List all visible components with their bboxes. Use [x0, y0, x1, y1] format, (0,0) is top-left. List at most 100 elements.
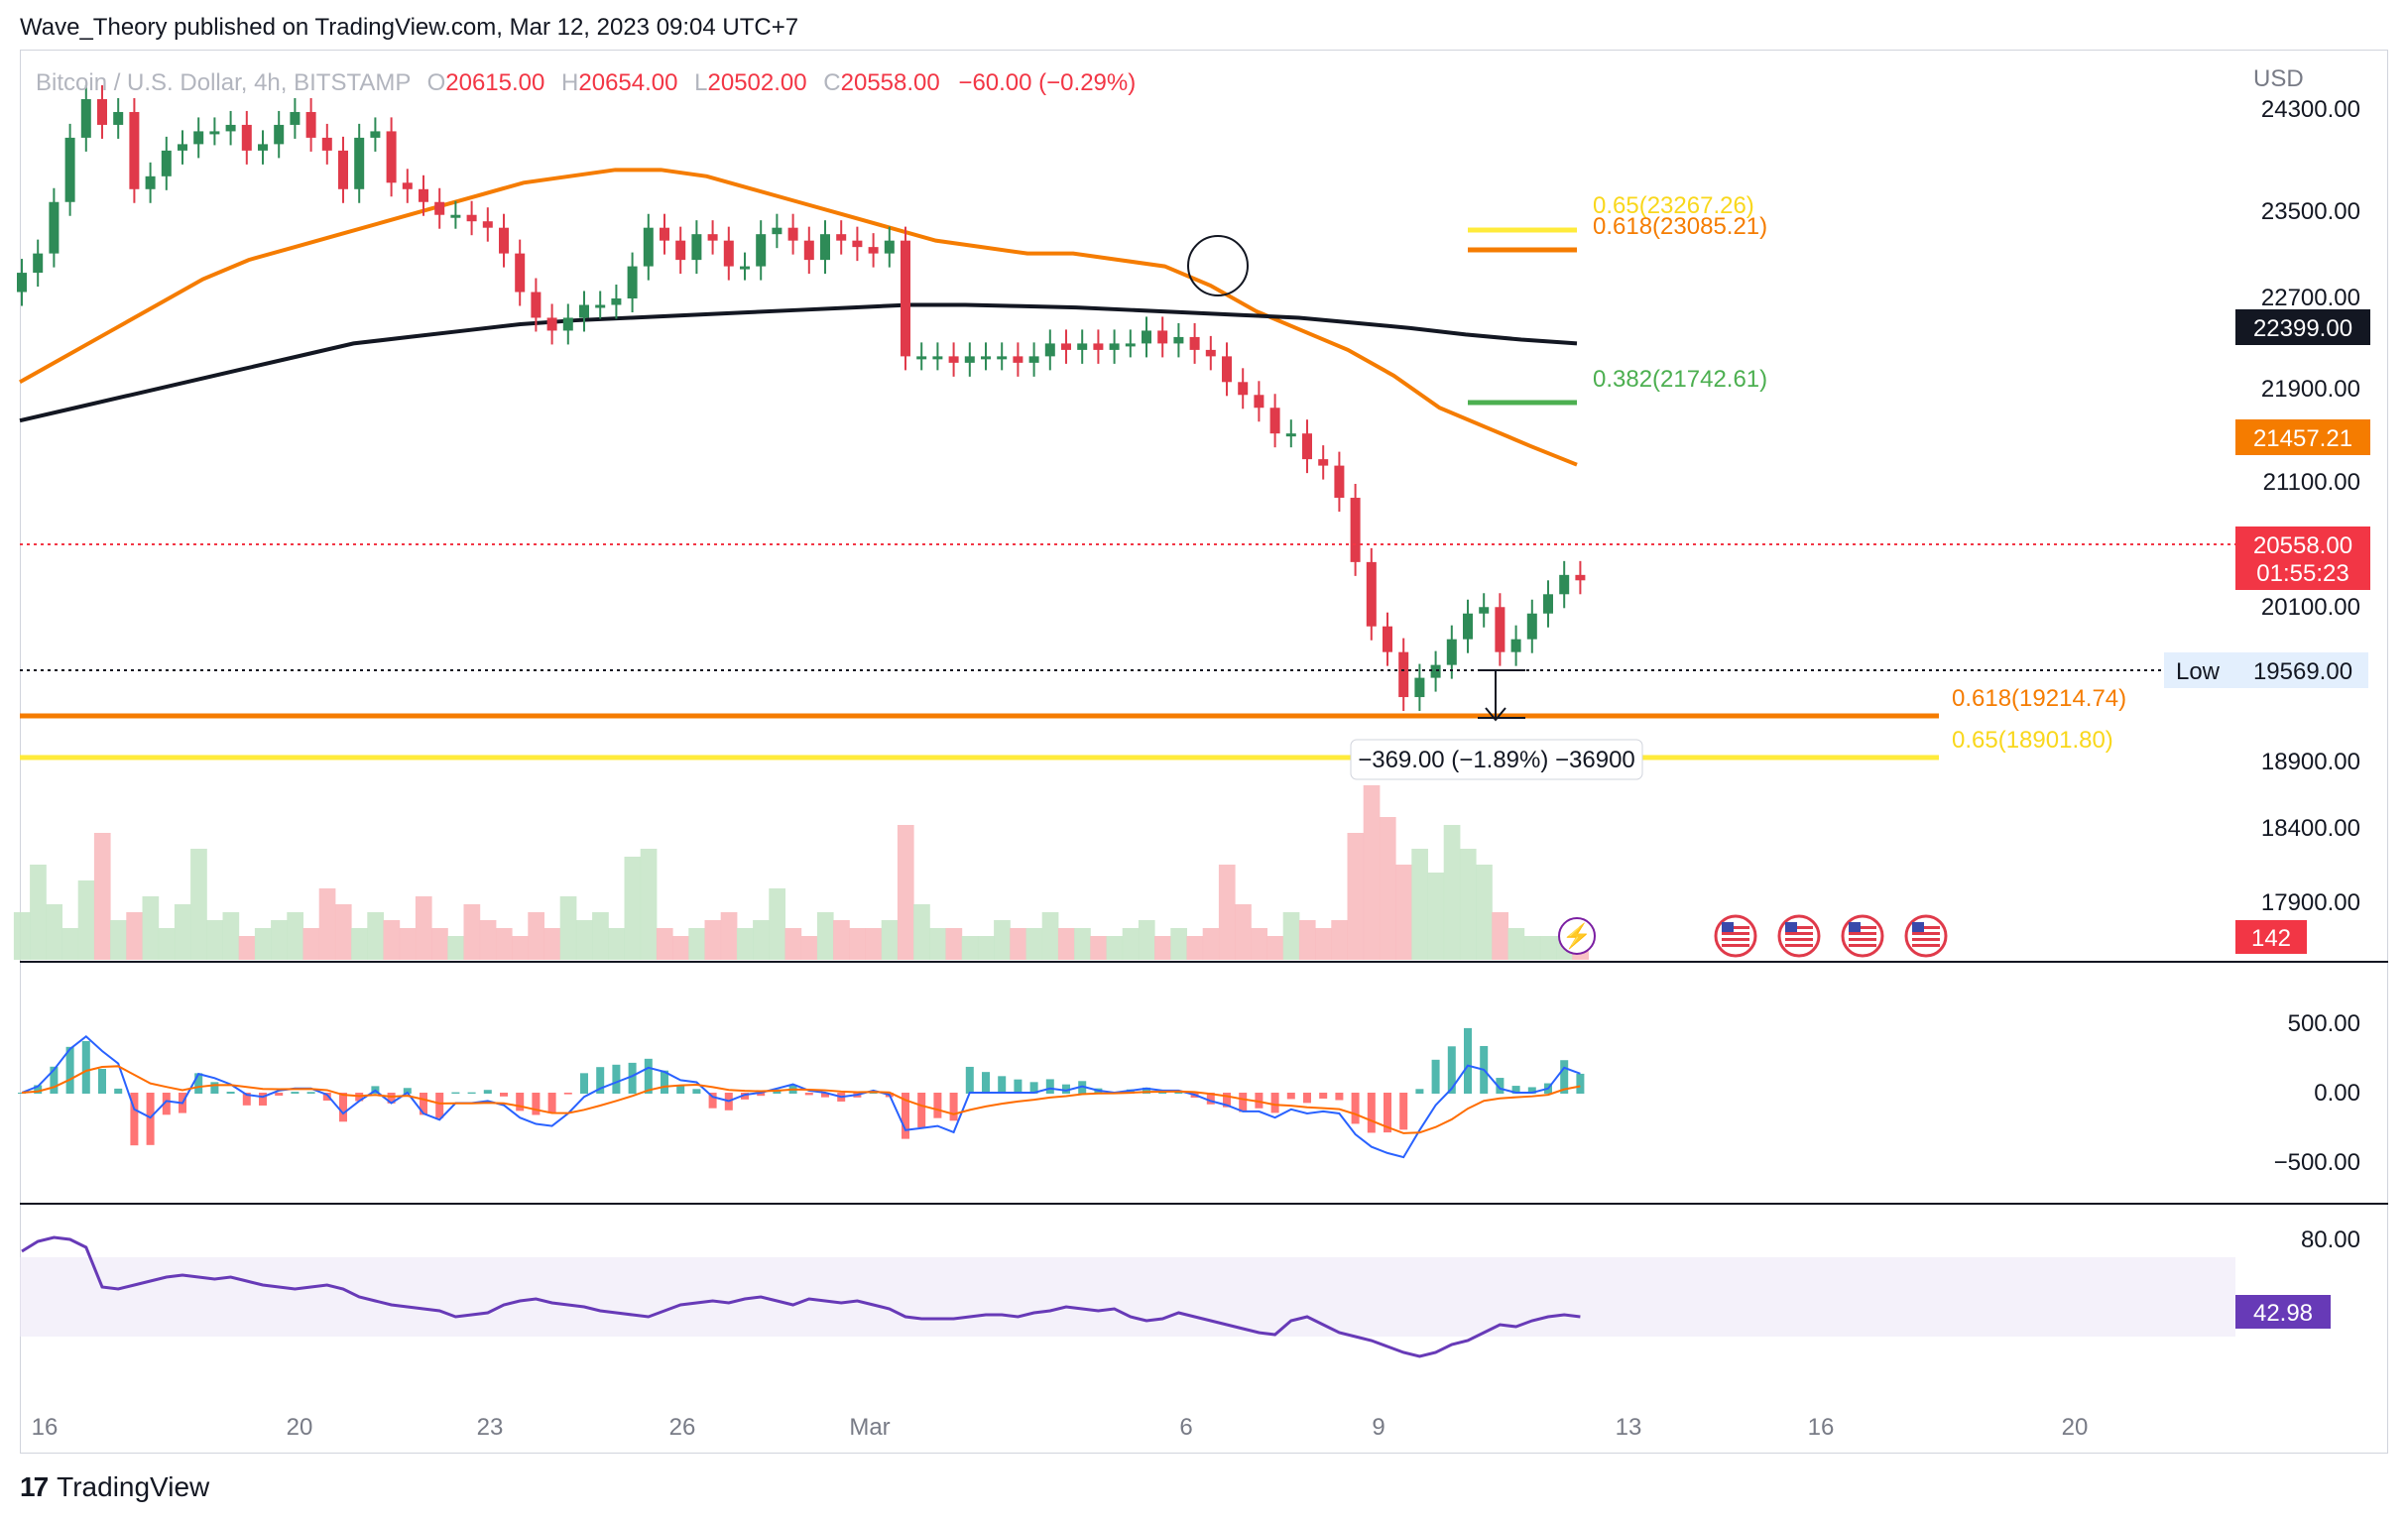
volume-bar [1492, 912, 1508, 960]
candle-body [450, 214, 461, 218]
candle-body [948, 356, 959, 363]
candle-body [1366, 561, 1377, 627]
macd-histogram-bar [500, 1093, 508, 1097]
candle-body [1142, 330, 1151, 344]
currency-label[interactable]: USD [2253, 65, 2304, 92]
rsi-line [21, 1235, 1581, 1358]
volume-bar [318, 888, 336, 960]
candle-body [209, 131, 220, 135]
candle-body [627, 266, 638, 299]
candle-body [531, 292, 542, 318]
symbol-name[interactable]: Bitcoin / U.S. Dollar, 4h, BITSTAMP [36, 69, 411, 96]
macd-histogram-bar [435, 1093, 444, 1118]
volume-bar [769, 888, 785, 960]
volume-bar [1106, 936, 1124, 960]
volume-bar [334, 904, 352, 960]
candle-body [419, 188, 428, 202]
candle-body [193, 131, 204, 145]
candle-body [370, 131, 381, 138]
time-tick-label: 23 [477, 1414, 504, 1441]
candle-body [321, 137, 332, 151]
low-badge-value: 19569.00 [2253, 658, 2352, 685]
volume-bar [206, 920, 223, 960]
volume-bar [1090, 936, 1107, 960]
volume-bar [640, 849, 658, 960]
candle-body [434, 201, 445, 215]
rsi-badge: 42.98 [2253, 1300, 2313, 1327]
footer-brand[interactable]: TradingView [57, 1471, 210, 1502]
candle-body [740, 266, 750, 270]
volume-bar [1057, 928, 1075, 960]
candle-body [611, 298, 622, 305]
open-key: O [426, 69, 446, 96]
candle-body [482, 221, 493, 228]
volume-bar [881, 920, 899, 960]
volume-bar [608, 928, 625, 960]
countdown-badge: 01:55:23 [2256, 560, 2348, 587]
volume-bar [93, 833, 111, 960]
time-tick-label: 9 [1372, 1414, 1385, 1441]
candle-body [1254, 395, 1264, 409]
candle-body [80, 99, 91, 138]
low-value: 20502.00 [707, 69, 807, 96]
volume-bar [447, 936, 464, 960]
us-flag-canton [1849, 922, 1861, 932]
macd-histogram-bar [322, 1093, 331, 1101]
macd-histogram-bar [1447, 1046, 1456, 1094]
candle-body [274, 124, 285, 145]
candle-body [515, 253, 526, 292]
macd-histogram-bar [661, 1070, 668, 1094]
volume-bar [1025, 928, 1043, 960]
candle-body [691, 234, 702, 261]
price-tick-label: 20100.00 [2261, 594, 2360, 621]
volume-bar [238, 936, 256, 960]
tradingview-logo-icon[interactable]: 17 [20, 1471, 49, 1502]
last-price-badge-bg [2235, 526, 2370, 590]
macd-histogram-bar [1223, 1093, 1231, 1108]
volume-bar [543, 928, 561, 960]
macd-histogram-bar [1174, 1091, 1183, 1094]
candle-body [1013, 356, 1023, 363]
volume-bar [1443, 825, 1461, 960]
candle-body [1061, 343, 1071, 350]
candle-body [901, 240, 910, 357]
volume-bar [495, 928, 513, 960]
lightning-icon-glyph: ⚡ [1562, 922, 1592, 950]
candle-body [241, 124, 252, 151]
time-tick-label: 20 [2062, 1414, 2089, 1441]
us-flag-stripe [1912, 926, 1940, 929]
time-tick-label: 16 [32, 1414, 59, 1441]
low-key: L [694, 69, 708, 96]
ohlc-legend: Bitcoin / U.S. Dollar, 4h, BITSTAMP O206… [36, 69, 1136, 97]
macd-histogram-bar [451, 1092, 460, 1094]
macd-histogram-bar [965, 1066, 974, 1094]
macd-histogram-bar [81, 1040, 90, 1094]
us-flag-stripe [1912, 932, 1940, 935]
volume-bar [302, 928, 320, 960]
change-value: −60.00 (−0.29%) [958, 69, 1137, 96]
volume-bar [849, 928, 866, 960]
volume-bar [287, 912, 303, 960]
macd-histogram-bar [1351, 1093, 1360, 1124]
volume-bar [222, 912, 240, 960]
volume-bar [1315, 928, 1332, 960]
macd-histogram-bar [580, 1073, 588, 1094]
macd-histogram-bar [162, 1093, 171, 1115]
macd-histogram-bar [917, 1093, 926, 1127]
volume-bar [575, 920, 593, 960]
volume-bar [1507, 928, 1525, 960]
candle-body [1189, 336, 1200, 350]
time-tick-label: 20 [287, 1414, 313, 1441]
volume-bar [1251, 928, 1267, 960]
price-tick-label: 21100.00 [2263, 469, 2360, 496]
candle-body [1510, 639, 1521, 652]
candle-body [643, 227, 654, 267]
macd-histogram-bar [130, 1093, 139, 1146]
volume-bar [431, 928, 448, 960]
volume-bar [1427, 873, 1445, 960]
candle-body [868, 247, 879, 254]
macd-histogram-bar [483, 1090, 492, 1094]
candle-body [1318, 459, 1329, 466]
time-tick-label: 26 [669, 1414, 696, 1441]
